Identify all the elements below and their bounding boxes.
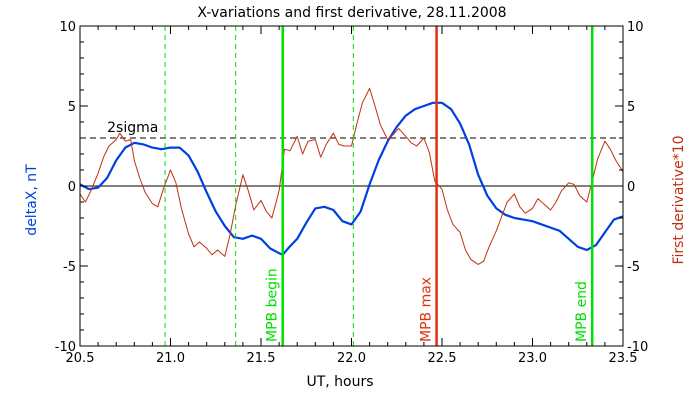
- vline-label: MPB end: [574, 281, 590, 342]
- y-tick-label-left: 5: [68, 100, 76, 115]
- y-tick-label-right: -5: [627, 260, 640, 275]
- x-tick-label: 23.0: [518, 351, 547, 366]
- y-tick-label-left: -10: [55, 340, 76, 355]
- x-axis-title: UT, hours: [306, 374, 373, 390]
- y-tick-label-right: 10: [627, 20, 644, 35]
- x-tick-label: 20.5: [66, 351, 95, 366]
- vline-label: MPB begin: [265, 268, 281, 342]
- x-tick-label: 22.5: [428, 351, 457, 366]
- deltax-series-line: [281, 101, 624, 256]
- y-tick-label-right: -10: [627, 340, 648, 355]
- chart-title: X-variations and first derivative, 28.11…: [197, 5, 506, 21]
- x-tick-label: 23.5: [609, 351, 638, 366]
- derivative-series-line: [79, 87, 624, 265]
- y-axis-left-title: deltaX, nT: [24, 164, 40, 236]
- y-tick-label-left: -5: [63, 260, 76, 275]
- deltax-series-line: [79, 141, 284, 256]
- x-tick-label: 22.0: [337, 351, 366, 366]
- x-tick-label: 21.0: [156, 351, 185, 366]
- y-tick-label-left: 10: [59, 20, 76, 35]
- x-tick-label: 21.5: [247, 351, 276, 366]
- sigma-label: 2sigma: [107, 120, 158, 136]
- y-tick-label-right: 0: [627, 180, 635, 195]
- vline-label: MPB max: [419, 277, 435, 342]
- y-tick-label-right: 5: [627, 100, 635, 115]
- y-tick-label-left: 0: [68, 180, 76, 195]
- y-axis-right-title: First derivative*10: [671, 135, 687, 264]
